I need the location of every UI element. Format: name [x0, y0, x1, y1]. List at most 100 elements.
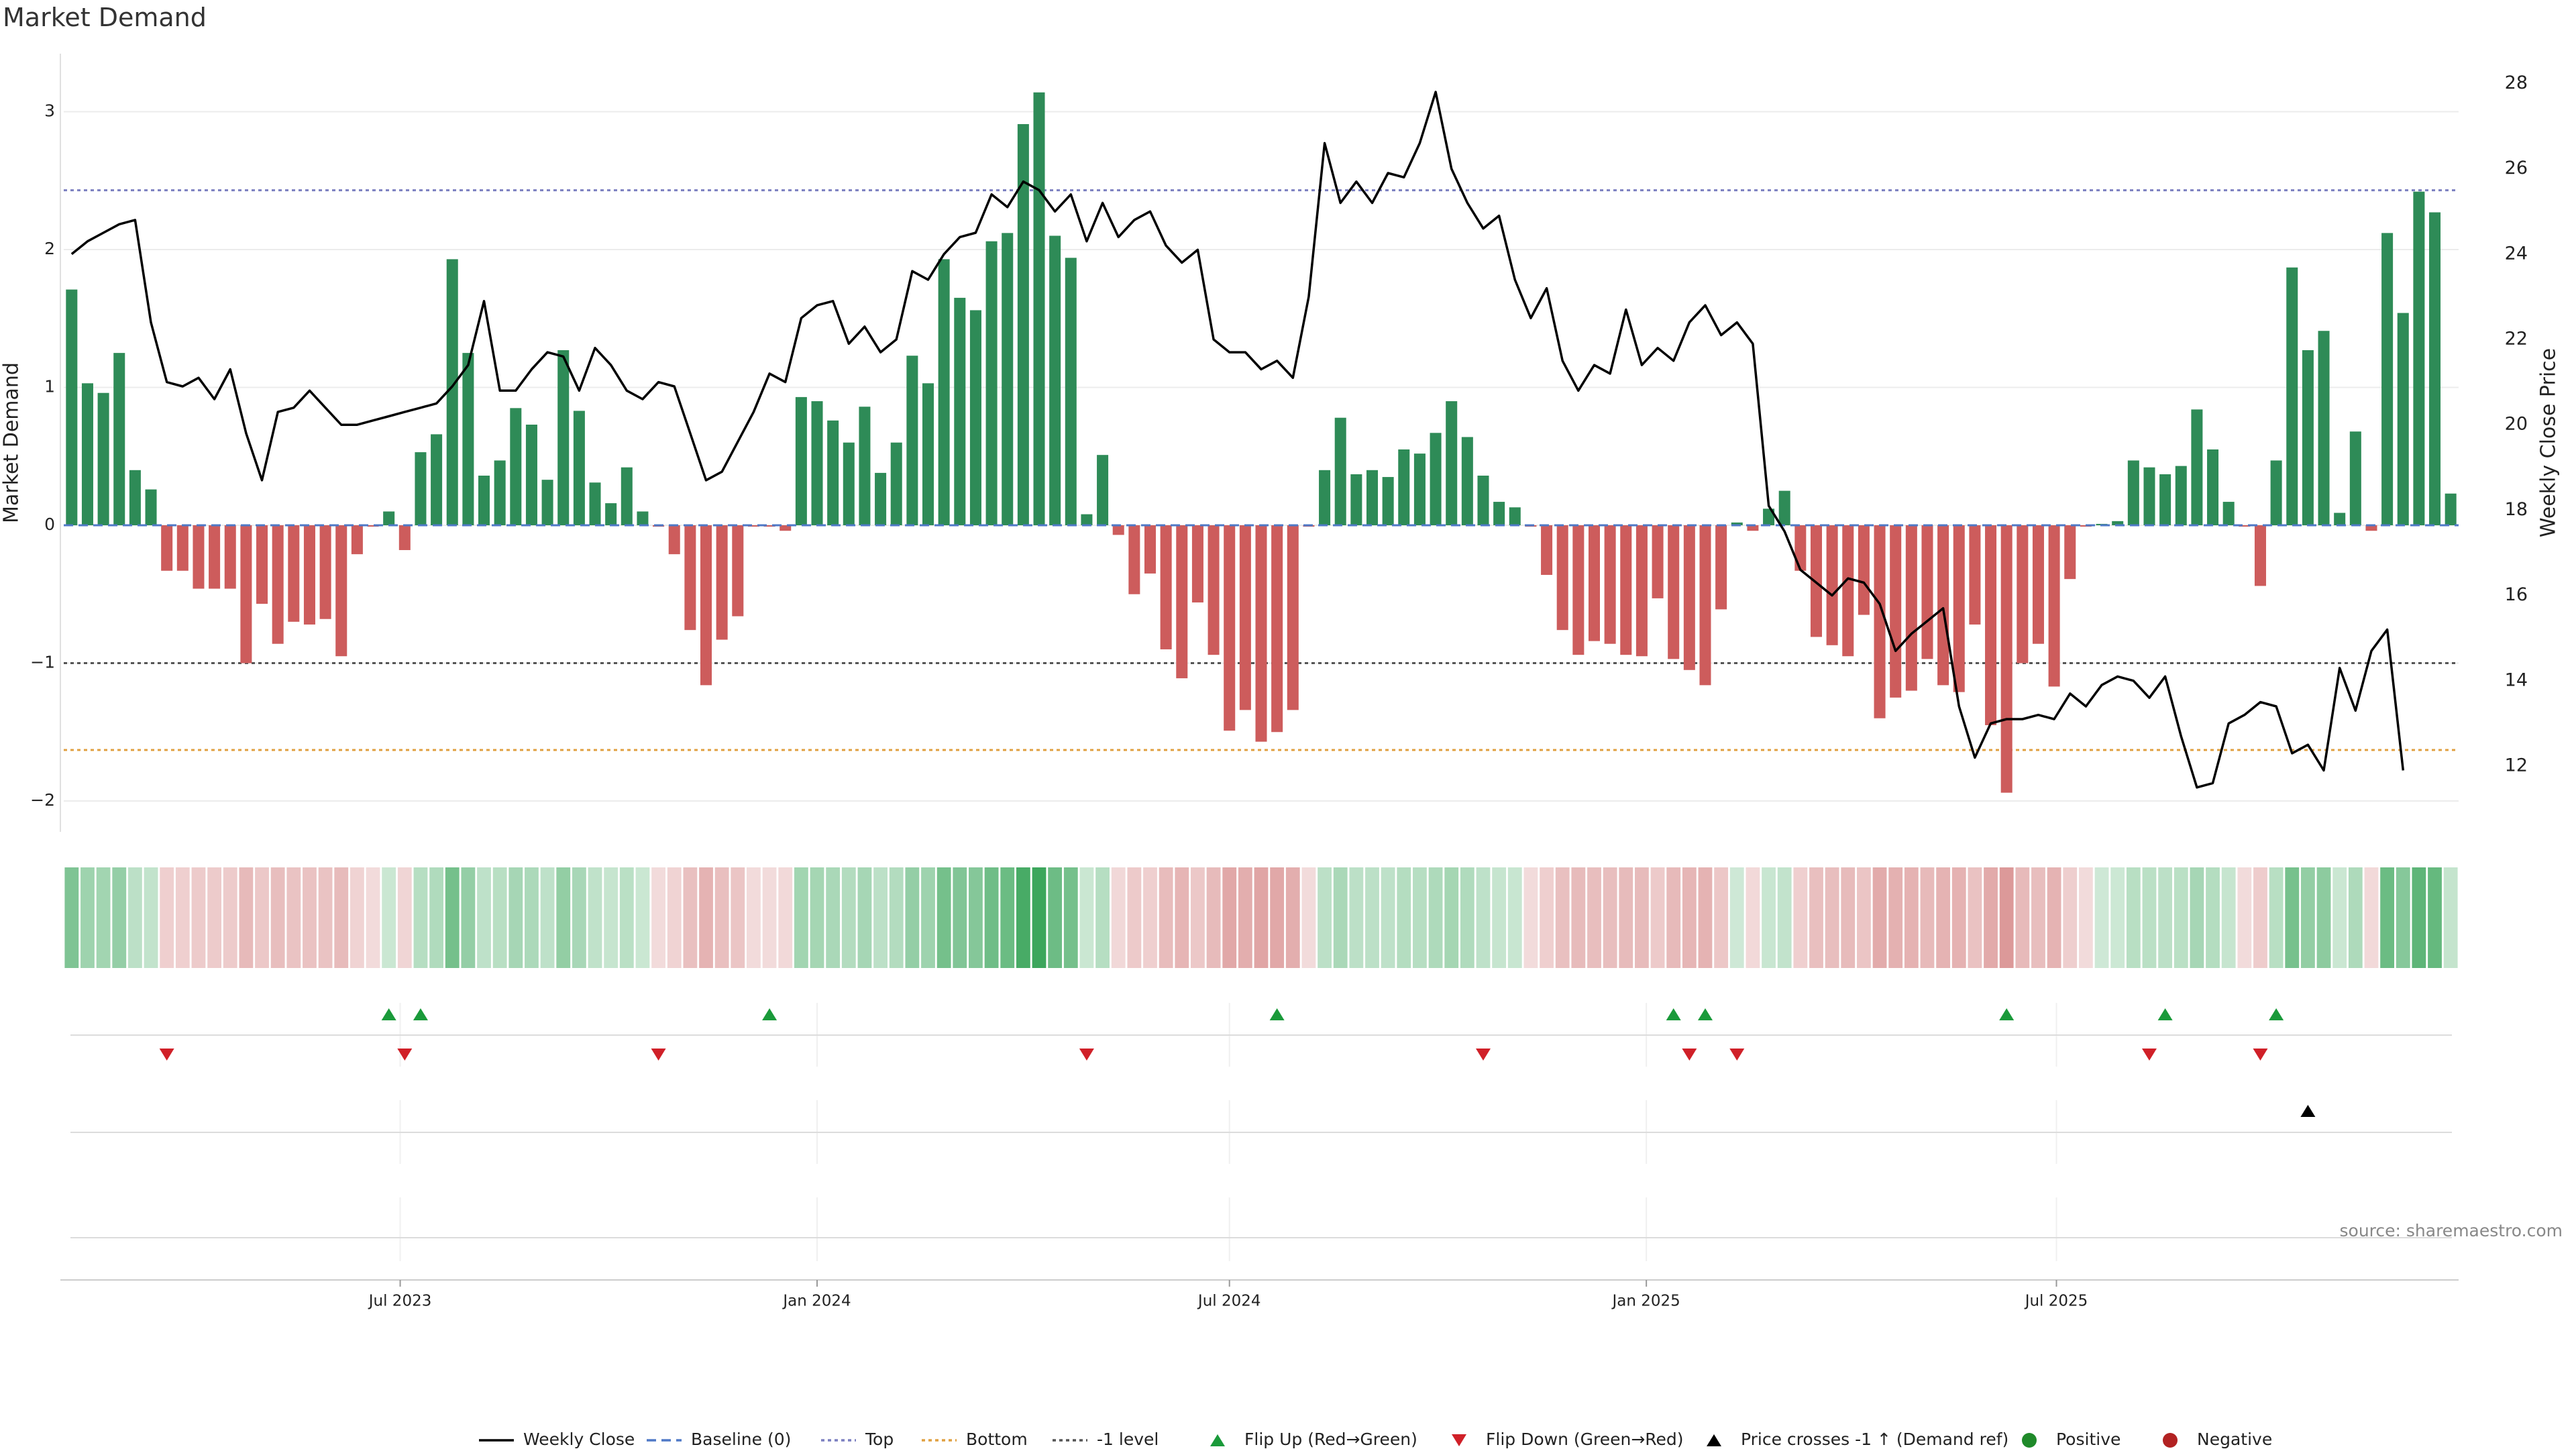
- x-tick-label: Jul 2023: [368, 1293, 432, 1310]
- demand-bar: [668, 525, 680, 555]
- y-right-tick-label: 22: [2505, 329, 2528, 350]
- demand-bar: [2349, 431, 2361, 525]
- heat-cell: [635, 867, 650, 968]
- heat-cell: [2237, 867, 2252, 968]
- demand-bar: [2270, 460, 2282, 525]
- demand-bar: [415, 452, 427, 525]
- y-right-tick-label: 26: [2505, 158, 2528, 178]
- chart-title: Market Demand: [3, 3, 207, 32]
- heat-cell: [1270, 867, 1285, 968]
- demand-bar: [1081, 514, 1093, 525]
- heat-cell: [905, 867, 920, 968]
- demand-bar: [161, 525, 173, 571]
- legend-label: Flip Up (Red→Green): [1244, 1430, 1417, 1449]
- heat-cell: [1079, 867, 1094, 968]
- heat-cell: [1159, 867, 1173, 968]
- flip-up-marker: [1269, 1008, 1285, 1020]
- heat-cell: [2190, 867, 2204, 968]
- demand-bar: [1556, 525, 1568, 631]
- y-axis-label: Market Demand: [0, 362, 23, 523]
- heat-cell: [382, 867, 396, 968]
- demand-bar: [494, 460, 506, 525]
- demand-bar: [1826, 525, 1838, 645]
- demand-bar: [2381, 233, 2394, 525]
- heat-cell: [619, 867, 634, 968]
- heat-cell: [810, 867, 824, 968]
- flip-up-marker: [1666, 1008, 1681, 1020]
- heat-cell: [1301, 867, 1316, 968]
- demand-bar: [1699, 525, 1711, 686]
- flip-up-marker: [413, 1008, 428, 1020]
- demand-bar: [1477, 476, 1489, 525]
- heat-cell: [175, 867, 190, 968]
- heat-cell: [1650, 867, 1665, 968]
- demand-bar: [288, 525, 300, 622]
- demand-bar: [1255, 525, 1267, 742]
- demand-bar: [2207, 449, 2219, 525]
- heat-cell: [429, 867, 443, 968]
- heat-cell: [1032, 867, 1046, 968]
- demand-bar: [1588, 525, 1601, 641]
- legend-label: Top: [865, 1430, 894, 1449]
- heat-cell: [1016, 867, 1030, 968]
- demand-bar: [2000, 525, 2012, 793]
- demand-bar: [1969, 525, 1981, 625]
- flip-down-marker: [2253, 1049, 2268, 1061]
- demand-bar: [1778, 490, 1790, 525]
- demand-bar: [335, 525, 347, 657]
- heat-cell: [2332, 867, 2347, 968]
- demand-bar: [890, 442, 902, 525]
- flip-up-marker: [1999, 1008, 2015, 1020]
- heat-cell: [2380, 867, 2395, 968]
- y-tick-label: 0: [44, 515, 55, 534]
- demand-bar: [2159, 474, 2171, 525]
- heat-cell: [1857, 867, 1871, 968]
- legend-label: Weekly Close: [523, 1430, 635, 1449]
- demand-bar: [1398, 449, 1410, 525]
- heat-cell: [397, 867, 412, 968]
- demand-bar: [1715, 525, 1727, 610]
- heat-cell: [1666, 867, 1681, 968]
- flip-down-marker: [1475, 1049, 1491, 1061]
- demand-bar: [1509, 507, 1521, 525]
- demand-bar: [1097, 455, 1109, 525]
- demand-bar: [462, 353, 474, 525]
- demand-bar: [1049, 235, 1061, 525]
- heat-cell: [2412, 867, 2426, 968]
- demand-bar: [398, 525, 411, 550]
- heat-cell: [953, 867, 967, 968]
- demand-bar: [605, 503, 617, 525]
- heat-cell: [1555, 867, 1570, 968]
- source-credit: source: sharemaestro.com: [2339, 1221, 2563, 1240]
- y-tick-label: 3: [44, 101, 55, 121]
- heat-cell: [2142, 867, 2157, 968]
- demand-bar: [1731, 522, 1743, 525]
- heat-cell: [1999, 867, 2014, 968]
- demand-bar: [795, 396, 807, 525]
- demand-bar: [906, 356, 918, 525]
- demand-bar: [1271, 525, 1283, 733]
- heat-cell: [588, 867, 602, 968]
- heat-cell: [889, 867, 904, 968]
- heat-cell: [683, 867, 698, 968]
- y-right-tick-label: 14: [2505, 669, 2528, 690]
- heat-cell: [826, 867, 841, 968]
- demand-bar: [2191, 409, 2203, 525]
- heat-cell: [2285, 867, 2300, 968]
- legend-label: Price crosses -1 ↑ (Demand ref): [1741, 1430, 2008, 1449]
- heat-cell: [2063, 867, 2078, 968]
- heat-cell: [1413, 867, 1427, 968]
- demand-bar: [2017, 525, 2029, 663]
- demand-bar: [1208, 525, 1220, 655]
- demand-bar: [2143, 467, 2155, 525]
- heat-cell: [1222, 867, 1237, 968]
- demand-bar: [1430, 433, 1442, 525]
- heat-cell: [207, 867, 222, 968]
- heat-cell: [984, 867, 999, 968]
- demand-bar: [954, 297, 966, 525]
- demand-bar: [1890, 525, 1902, 698]
- heat-cell: [1349, 867, 1364, 968]
- heat-cell: [1777, 867, 1792, 968]
- demand-bar: [843, 442, 855, 525]
- flip-down-marker: [397, 1049, 413, 1061]
